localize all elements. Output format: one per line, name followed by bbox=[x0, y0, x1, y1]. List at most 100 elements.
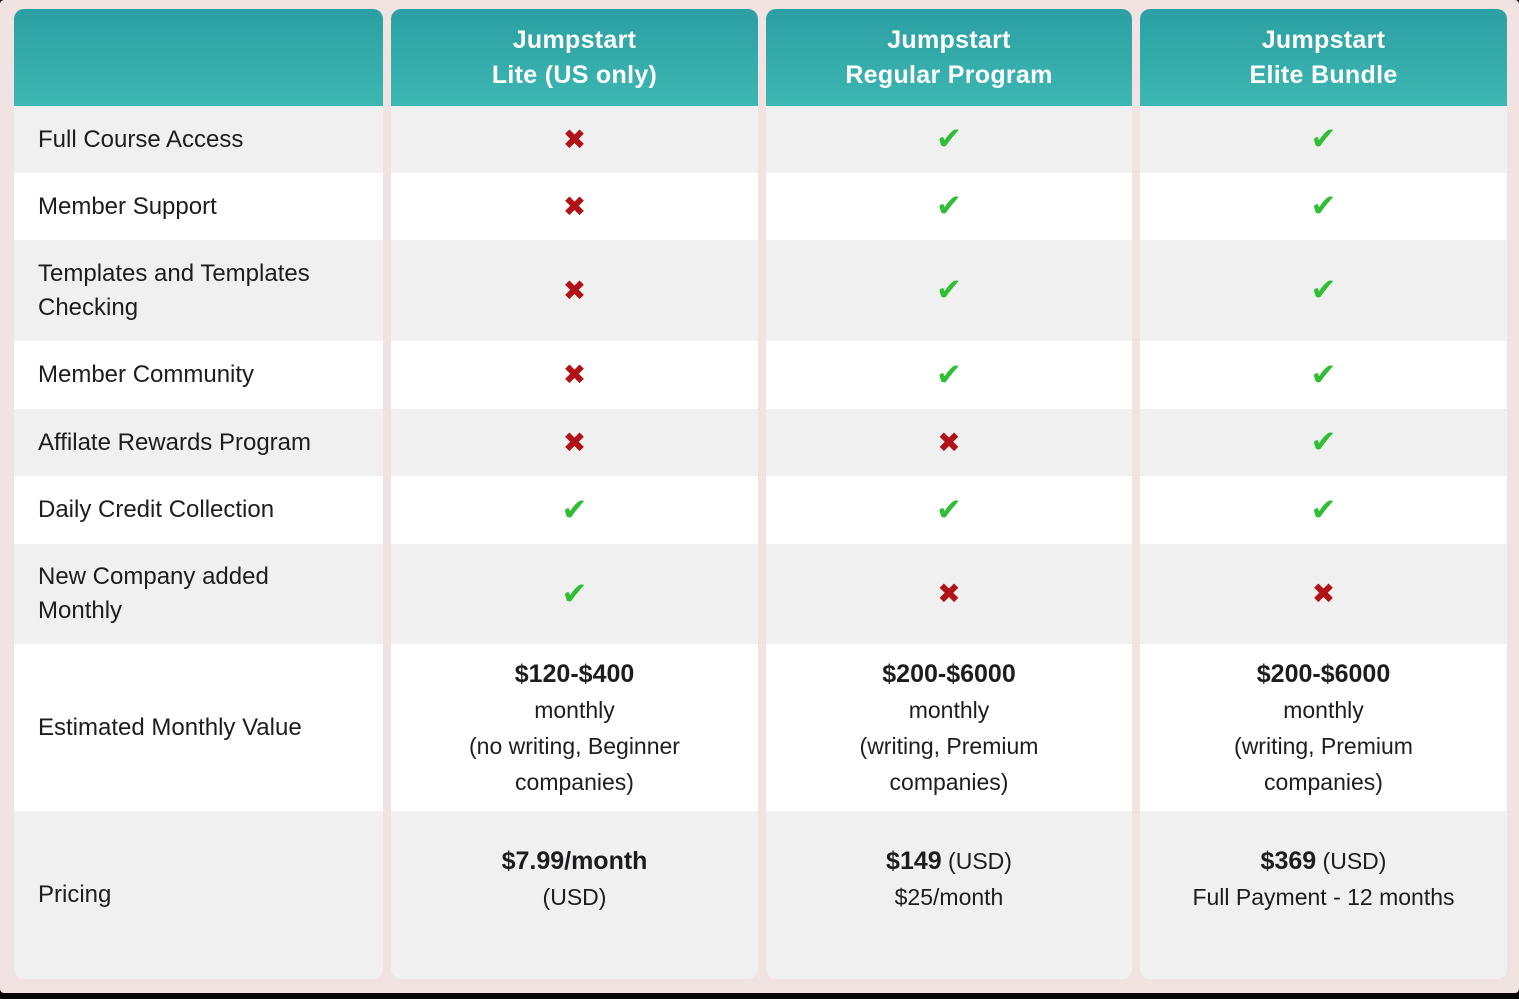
estimated-value: $120-$400 monthly (no writing, Beginner com… bbox=[391, 644, 758, 811]
feature-value-cell: ✔ bbox=[766, 240, 1132, 341]
feature-value-cell: ✔ bbox=[1140, 173, 1507, 240]
pricing-value: $149 (USD) $25/month bbox=[766, 811, 1132, 979]
estimated-value-text: $200-$6000 bbox=[1256, 659, 1391, 688]
pricing-value: $7.99/month (USD) bbox=[391, 811, 758, 979]
header-lite-line1: Jumpstart bbox=[512, 25, 637, 54]
feature-value-cell: ✔ bbox=[766, 106, 1132, 173]
feature-value-cell: ✔ bbox=[766, 476, 1132, 544]
check-icon: ✔ bbox=[1310, 491, 1337, 528]
cross-icon: ✖ bbox=[937, 577, 961, 610]
estimated-value-line: (writing, Premium bbox=[860, 728, 1039, 764]
estimated-value-line: (no writing, Beginner bbox=[469, 728, 680, 764]
cross-icon: ✖ bbox=[937, 425, 961, 459]
cross-icon: ✖ bbox=[1311, 577, 1336, 610]
feature-label: Pricing bbox=[14, 811, 383, 979]
cross-icon: ✖ bbox=[562, 425, 587, 459]
pricing-value-line: Full Payment - 12 months bbox=[1192, 879, 1454, 915]
feature-label: Member Support bbox=[14, 173, 383, 240]
cross-icon: ✖ bbox=[562, 273, 587, 307]
feature-value-cell: ✖ bbox=[391, 409, 758, 476]
feature-label-line: Templates and Templates bbox=[38, 259, 310, 287]
feature-value-cell: ✖ bbox=[391, 240, 758, 341]
estimated-value-line: monthly bbox=[534, 692, 615, 728]
estimated-value-text: companies) bbox=[889, 768, 1009, 795]
cross-icon: ✖ bbox=[562, 189, 587, 223]
pricing-value-line: $149 (USD) bbox=[886, 843, 1012, 879]
check-icon: ✔ bbox=[561, 491, 588, 528]
pricing-value-text: $369 bbox=[1260, 847, 1317, 875]
pricing-value-text: (USD) bbox=[941, 848, 1012, 874]
feature-label: New Company added Monthly bbox=[14, 544, 383, 644]
feature-value-cell: ✖ bbox=[391, 173, 758, 240]
feature-label: Member Community bbox=[14, 341, 383, 409]
feature-value-cell: ✔ bbox=[766, 341, 1132, 409]
feature-label-line: Pricing bbox=[38, 881, 112, 908]
feature-label: Estimated Monthly Value bbox=[14, 644, 383, 811]
feature-value-cell: ✖ bbox=[391, 106, 758, 173]
estimated-value-line: companies) bbox=[1264, 764, 1383, 800]
pricing-value-text: $149 bbox=[886, 847, 942, 875]
pricing-value-line: $25/month bbox=[895, 879, 1004, 915]
feature-label-line: New Company added bbox=[38, 563, 269, 590]
header-regular-line2: Regular Program bbox=[845, 60, 1053, 89]
feature-value-cell: ✔ bbox=[1140, 409, 1507, 476]
feature-value-cell: ✔ bbox=[766, 173, 1132, 240]
estimated-value-text: companies) bbox=[1264, 768, 1383, 795]
estimated-value-text: monthly bbox=[1283, 696, 1364, 723]
feature-label-line: Estimated Monthly Value bbox=[38, 713, 302, 741]
estimated-value-text: (writing, Premium bbox=[1234, 732, 1413, 759]
estimated-value-line: $200-$6000 bbox=[882, 656, 1015, 692]
pricing-value-line: $7.99/month bbox=[502, 843, 648, 879]
estimated-value-line: companies) bbox=[890, 764, 1009, 800]
feature-value-cell: ✔ bbox=[1140, 341, 1507, 409]
feature-label: Affilate Rewards Program bbox=[14, 409, 383, 476]
header-elite-line2: Elite Bundle bbox=[1249, 60, 1398, 89]
estimated-value-line: monthly bbox=[909, 692, 990, 728]
check-icon: ✔ bbox=[1310, 188, 1337, 224]
estimated-value-line: (writing, Premium bbox=[1234, 728, 1413, 764]
header-cell-elite: Jumpstart Elite Bundle bbox=[1140, 9, 1507, 106]
pricing-table: Jumpstart Lite (US only) Jumpstart Regul… bbox=[14, 9, 1507, 979]
header-cell-lite: Jumpstart Lite (US only) bbox=[391, 9, 758, 106]
feature-label-line: Member Community bbox=[38, 361, 255, 388]
estimated-value: $200-$6000 monthly (writing, Premium compan… bbox=[1140, 644, 1507, 811]
feature-label-line: Daily Credit Collection bbox=[38, 496, 275, 523]
feature-value-cell: ✔ bbox=[1140, 240, 1507, 341]
check-icon: ✔ bbox=[936, 188, 962, 224]
feature-value-cell: ✖ bbox=[391, 341, 758, 409]
estimated-value-text: $120-$400 bbox=[514, 659, 635, 688]
estimated-value-line: $200-$6000 bbox=[1257, 656, 1390, 692]
pricing-value-text: $25/month bbox=[894, 884, 1004, 910]
feature-value-cell: ✔ bbox=[1140, 476, 1507, 544]
feature-value-cell: ✖ bbox=[1140, 544, 1507, 644]
feature-label-line: Affilate Rewards Program bbox=[38, 428, 311, 456]
estimated-value-line: companies) bbox=[515, 764, 634, 800]
check-icon: ✔ bbox=[1310, 356, 1337, 393]
feature-label-line: Member Support bbox=[38, 192, 217, 220]
pricing-value-text: (USD) bbox=[1316, 848, 1387, 874]
feature-value-cell: ✖ bbox=[766, 409, 1132, 476]
pricing-value: $369 (USD) Full Payment - 12 months bbox=[1140, 811, 1507, 979]
check-icon: ✔ bbox=[1310, 121, 1337, 157]
check-icon: ✔ bbox=[936, 272, 962, 308]
estimated-value: $200-$6000 monthly (writing, Premium compan… bbox=[766, 644, 1132, 811]
feature-value-cell: ✖ bbox=[766, 544, 1132, 644]
cross-icon: ✖ bbox=[562, 122, 587, 156]
feature-label: Templates and Templates Checking bbox=[14, 240, 383, 341]
estimated-value-text: (writing, Premium bbox=[859, 732, 1039, 759]
check-icon: ✔ bbox=[936, 356, 962, 393]
feature-value-cell: ✔ bbox=[1140, 106, 1507, 173]
check-icon: ✔ bbox=[1310, 272, 1337, 308]
header-regular-line1: Jumpstart bbox=[887, 25, 1011, 54]
feature-label: Daily Credit Collection bbox=[14, 476, 383, 544]
estimated-value-text: (no writing, Beginner bbox=[469, 732, 680, 759]
estimated-value-line: monthly bbox=[1283, 692, 1364, 728]
estimated-value-text: monthly bbox=[534, 696, 615, 723]
feature-value-cell: ✔ bbox=[391, 544, 758, 644]
check-icon: ✔ bbox=[936, 491, 962, 528]
pricing-value-line: (USD) bbox=[543, 879, 607, 915]
header-elite-line1: Jumpstart bbox=[1261, 25, 1386, 54]
pricing-value-text: Full Payment - 12 months bbox=[1192, 884, 1455, 910]
feature-label-line: Monthly bbox=[38, 597, 123, 624]
